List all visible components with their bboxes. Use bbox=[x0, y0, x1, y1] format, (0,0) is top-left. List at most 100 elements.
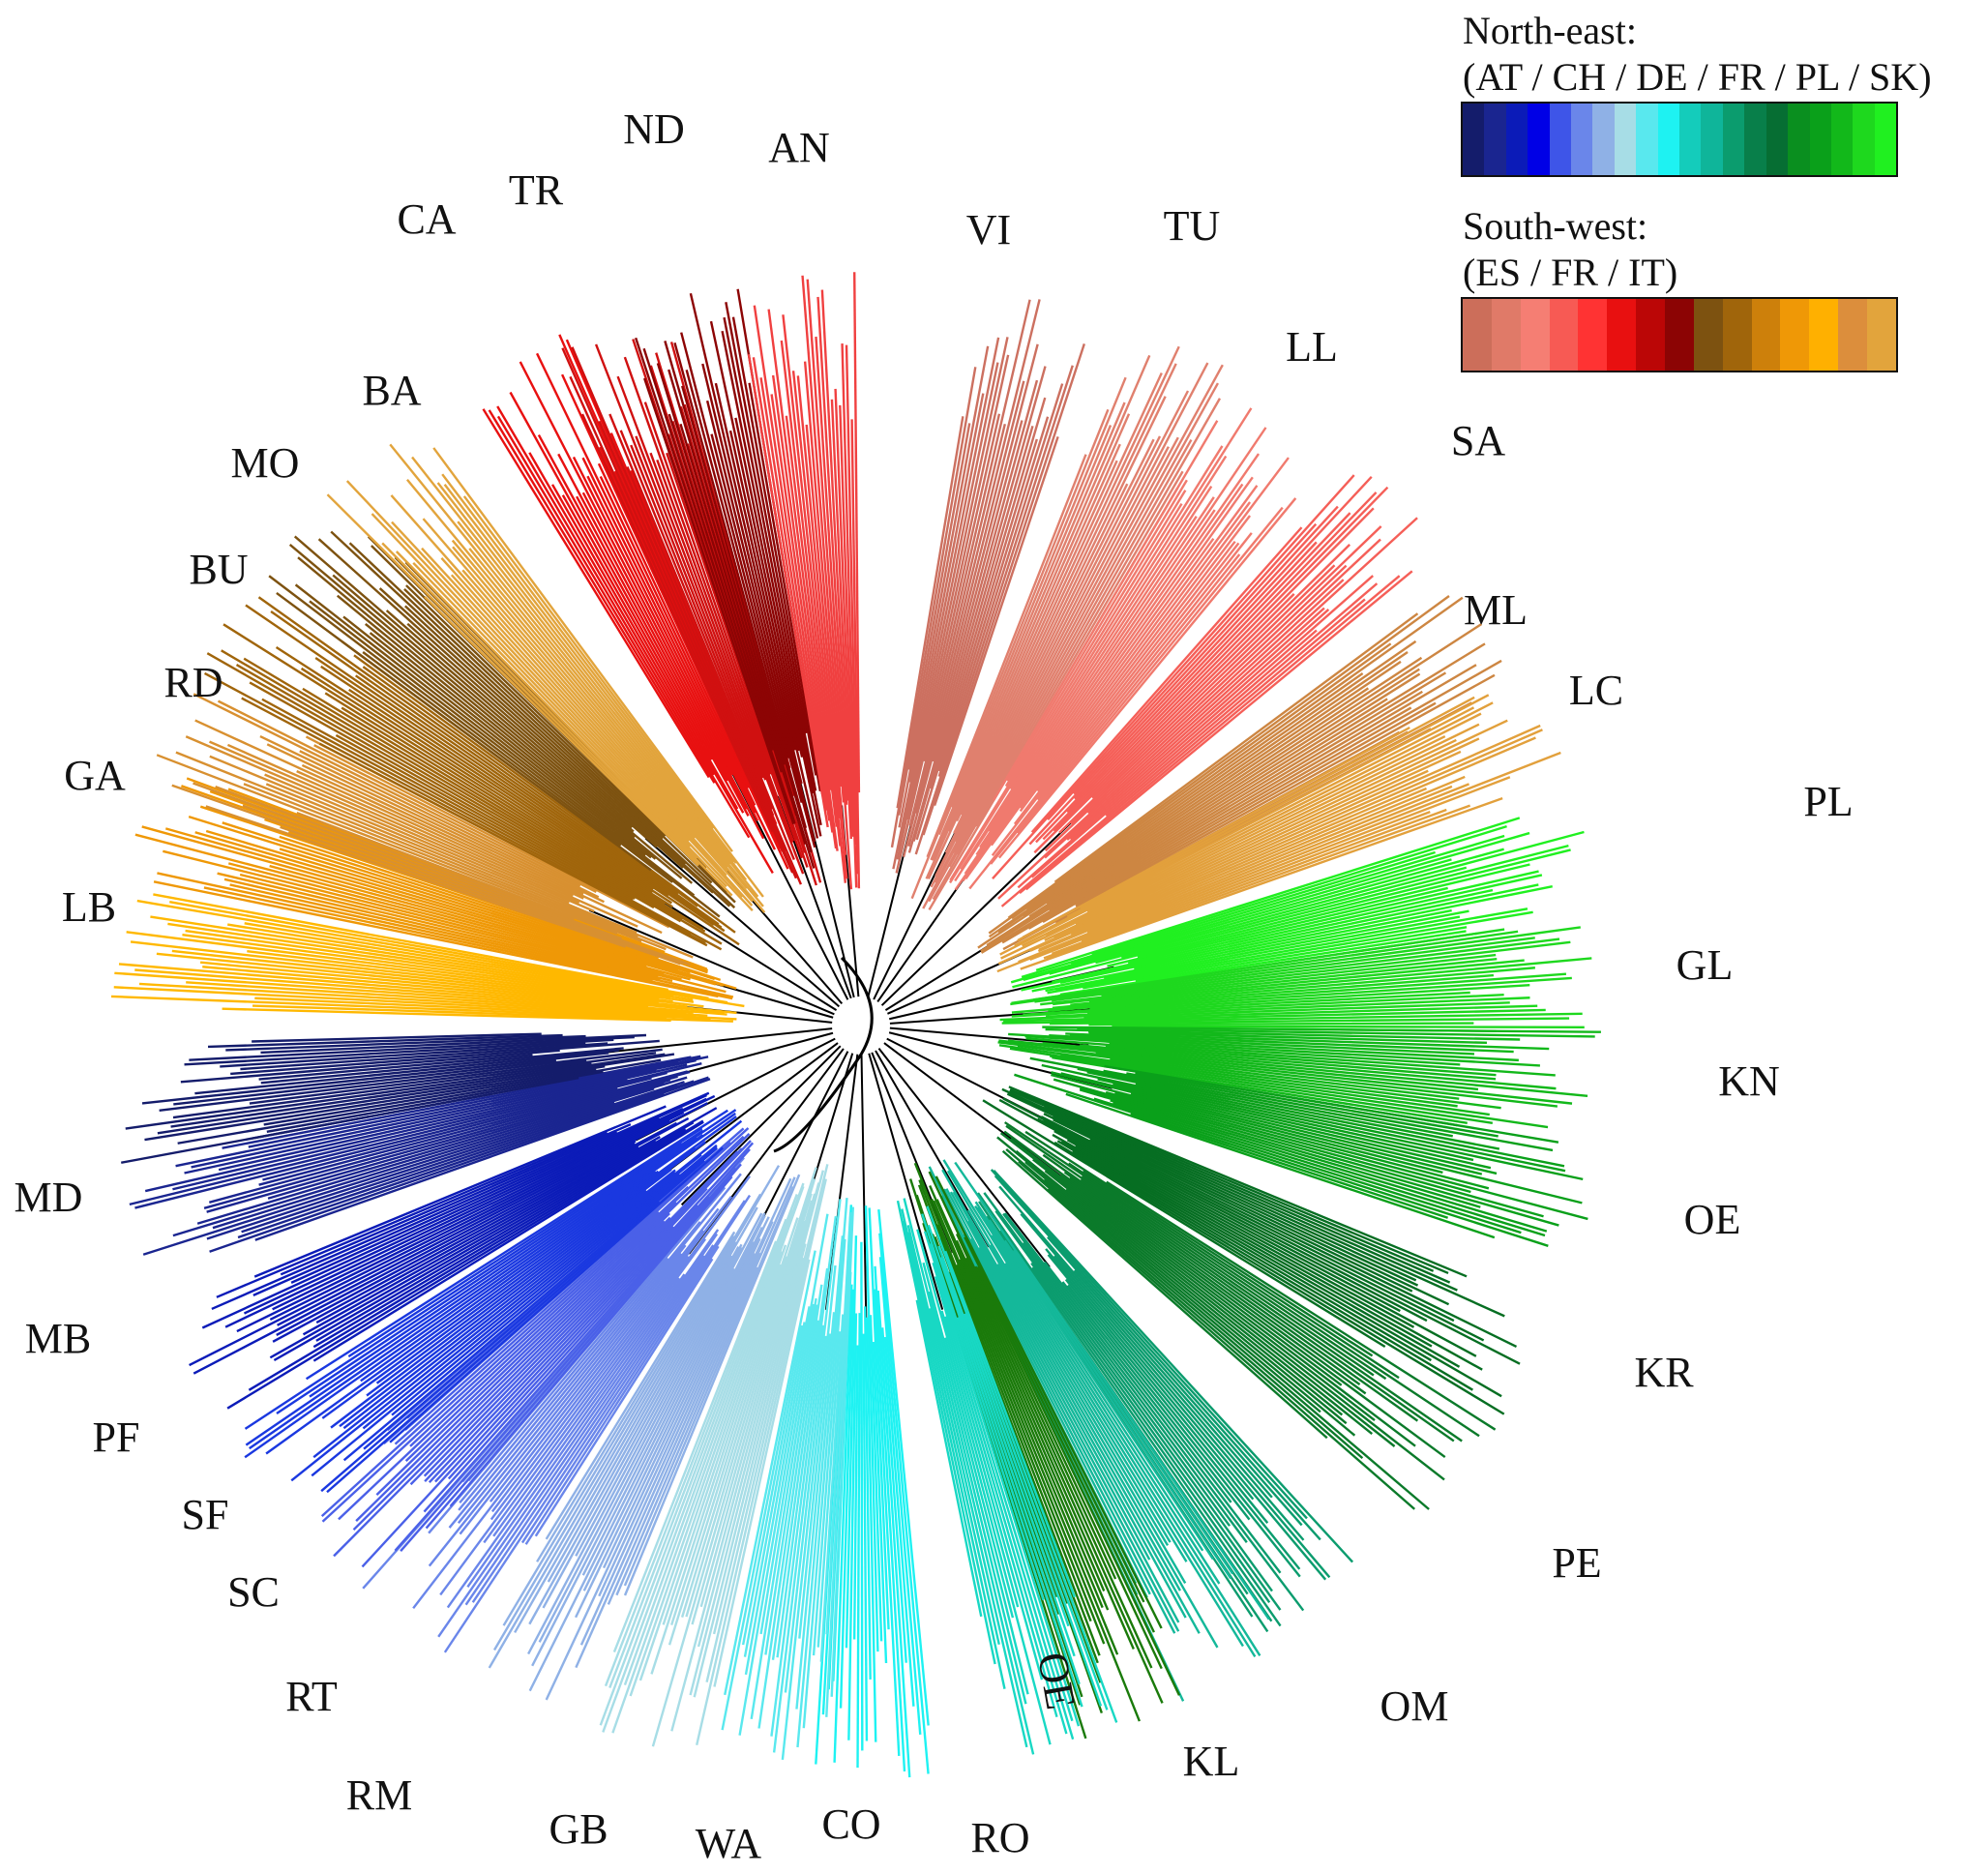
leaf-branch bbox=[1043, 1113, 1413, 1293]
leaf-branch bbox=[597, 462, 789, 870]
leaf-branch bbox=[1053, 1118, 1518, 1348]
north-east-swatch-16 bbox=[1809, 104, 1831, 175]
leaf-branch bbox=[772, 1199, 842, 1753]
leaf-branch bbox=[776, 1215, 838, 1658]
leaf-branch bbox=[241, 1080, 695, 1234]
leaf-branch bbox=[896, 1200, 996, 1665]
group-label-tu: TU bbox=[1164, 202, 1221, 250]
leaf-branch bbox=[612, 1240, 778, 1652]
leaf-branch bbox=[1053, 1078, 1544, 1218]
leaf-branch bbox=[273, 1107, 718, 1362]
leaf-branch bbox=[915, 438, 1038, 841]
leaf-branch bbox=[931, 1199, 1119, 1655]
leaf-branch bbox=[656, 363, 807, 846]
leaf-branch bbox=[1069, 1176, 1367, 1395]
leaf-branch bbox=[997, 769, 1429, 966]
leaf-branch bbox=[1042, 659, 1502, 924]
leaf-branch bbox=[301, 763, 663, 935]
leaf-branch bbox=[996, 1136, 1348, 1425]
leaf-branch bbox=[261, 698, 723, 951]
leaf-branch bbox=[962, 483, 1244, 881]
leaf-branch bbox=[1112, 1025, 1585, 1029]
leaf-branch bbox=[262, 1086, 618, 1181]
leaf-branch bbox=[572, 456, 759, 821]
leaf-branch bbox=[1045, 909, 1469, 993]
leaf-branch bbox=[207, 1033, 563, 1049]
leaf-branch bbox=[571, 346, 803, 885]
leaf-branch bbox=[389, 1146, 724, 1443]
group-label-nd: ND bbox=[623, 105, 685, 153]
leaf-branch bbox=[366, 1141, 706, 1397]
leaf-branch bbox=[863, 1306, 872, 1680]
leaf-branch bbox=[269, 1119, 670, 1322]
leaf-branch bbox=[1113, 1101, 1546, 1237]
leaf-branch bbox=[313, 744, 670, 929]
leaf-branch bbox=[440, 556, 727, 877]
clade-stem bbox=[880, 817, 1077, 1006]
leaf-branch bbox=[581, 491, 765, 840]
leaf-branch bbox=[615, 1266, 758, 1596]
leaf-branch bbox=[948, 445, 1224, 884]
leaf-branch bbox=[1025, 672, 1364, 910]
leaf-branch bbox=[626, 466, 775, 817]
leaf-branch bbox=[860, 1241, 864, 1751]
leaf-branch bbox=[276, 1121, 678, 1337]
clade-stem bbox=[644, 837, 841, 1008]
leaf-branch bbox=[743, 1306, 811, 1657]
leaf-branch bbox=[547, 1255, 733, 1583]
leaf-branch bbox=[514, 1206, 758, 1634]
leaf-branch bbox=[235, 663, 682, 923]
leaf-branch bbox=[172, 1052, 657, 1119]
leaf-branch bbox=[125, 1061, 592, 1130]
leaf-branch bbox=[1002, 1212, 1305, 1612]
leaf-branch bbox=[561, 347, 798, 879]
group-label-mb: MB bbox=[25, 1315, 91, 1362]
leaf-branch bbox=[602, 1182, 805, 1733]
leaf-branch bbox=[895, 299, 1031, 874]
leaf-branch bbox=[312, 1171, 676, 1459]
leaf-branch bbox=[421, 547, 744, 898]
leaf-branch bbox=[993, 1169, 1354, 1563]
leaf-branch bbox=[1016, 506, 1284, 834]
leaf-branch bbox=[747, 353, 829, 828]
leaf-branch bbox=[630, 444, 764, 779]
leaf-branch bbox=[1083, 910, 1533, 990]
leaf-branch bbox=[1011, 967, 1535, 1014]
leaf-branch bbox=[623, 1186, 794, 1587]
leaf-branch bbox=[170, 1053, 666, 1128]
leaf-branch bbox=[712, 1164, 829, 1635]
leaf-branch bbox=[441, 473, 764, 898]
leaf-branch bbox=[215, 786, 575, 921]
leaf-branch bbox=[1005, 1148, 1430, 1510]
leaf-branch bbox=[362, 1153, 702, 1430]
leaf-branch bbox=[443, 484, 737, 864]
legend-north-east-countries: (AT / CH / DE / FR / PL / SK) bbox=[1463, 55, 1932, 99]
leaf-branch bbox=[988, 1219, 1214, 1561]
leaf-branch bbox=[201, 1116, 660, 1329]
leaf-branch bbox=[194, 719, 584, 900]
leaf-branch bbox=[699, 1193, 816, 1608]
leaf-branch bbox=[862, 1333, 869, 1741]
leaf-branch bbox=[921, 1213, 1083, 1708]
leaf-branch bbox=[502, 1193, 762, 1626]
leaf-branch bbox=[1051, 1071, 1583, 1205]
leaf-branch bbox=[265, 1170, 660, 1455]
leaf-branch bbox=[830, 399, 854, 837]
leaf-branch bbox=[400, 1167, 737, 1552]
leaf-branch bbox=[321, 1115, 737, 1419]
leaf-branch bbox=[953, 396, 1167, 834]
leaf-branch bbox=[1031, 1266, 1271, 1603]
legend-south-west-countries: (ES / FR / IT) bbox=[1463, 251, 1678, 294]
leaf-branch bbox=[314, 656, 669, 897]
leaf-branch bbox=[324, 692, 666, 906]
leaf-branch bbox=[142, 1081, 685, 1256]
leaf-branch bbox=[424, 596, 699, 867]
leaf-branch bbox=[912, 426, 1034, 842]
leaf-branch bbox=[333, 1216, 671, 1558]
leaf-branch bbox=[244, 1142, 683, 1430]
leaf-branch bbox=[834, 388, 855, 837]
leaf-branch bbox=[230, 1039, 660, 1076]
leaf-branch bbox=[1014, 1073, 1549, 1247]
leaf-branch bbox=[489, 1207, 720, 1502]
leaf-branch bbox=[1065, 1092, 1496, 1239]
